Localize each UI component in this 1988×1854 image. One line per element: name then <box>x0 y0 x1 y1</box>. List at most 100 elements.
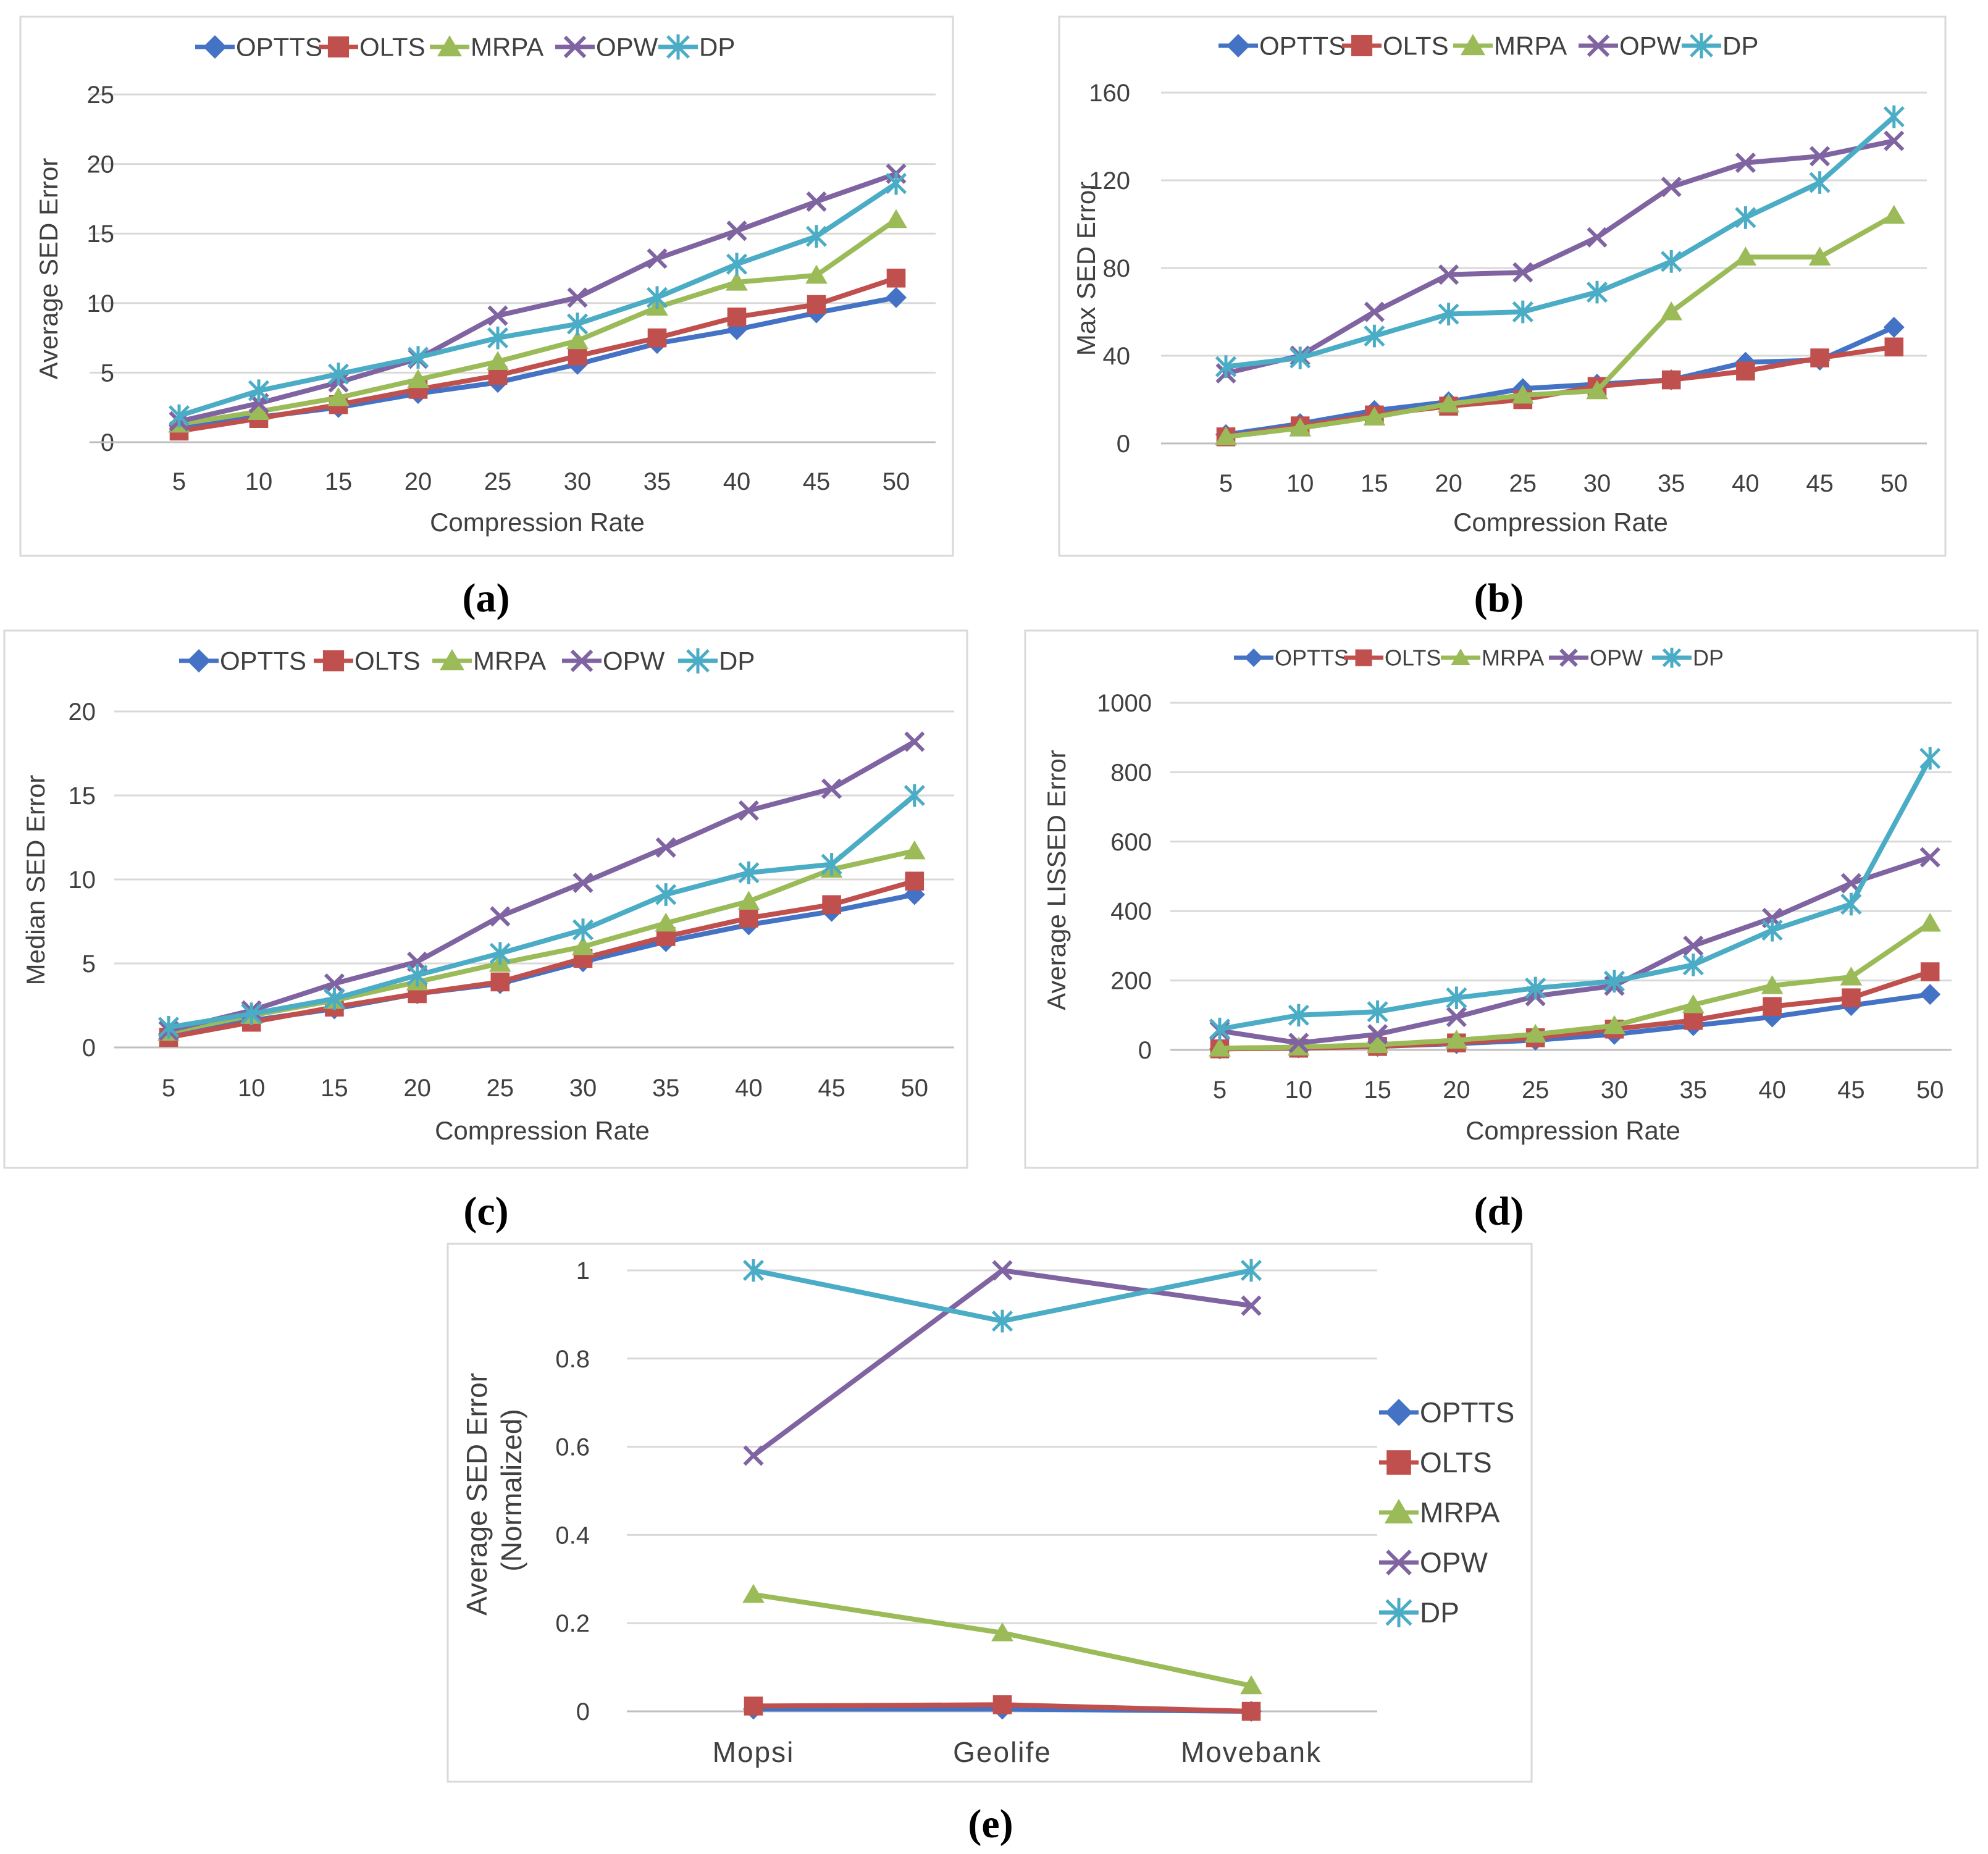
legend-item-opw: OPW <box>1549 645 1643 671</box>
data-point-opw <box>1512 262 1533 283</box>
data-point-olts <box>807 295 826 314</box>
x-tick-label: 30 <box>569 1075 597 1102</box>
legend-label: OPTTS <box>1420 1396 1514 1428</box>
legend-item-mrpa: MRPA <box>1379 1496 1500 1529</box>
data-point-dp <box>1840 892 1862 916</box>
x-tick-label: 15 <box>321 1075 348 1102</box>
legend-item-dp: DP <box>658 33 735 62</box>
x-tick-label: 15 <box>1364 1076 1391 1104</box>
legend-marker-olts <box>1386 1450 1411 1475</box>
data-point-dp <box>1215 355 1237 379</box>
data-point-mrpa <box>885 209 907 229</box>
y-tick-label: 20 <box>69 698 96 726</box>
data-point-mrpa <box>742 1583 765 1603</box>
x-tick-label: 10 <box>1286 470 1314 497</box>
x-tick-label: Geolife <box>953 1736 1052 1768</box>
panel-d-frame <box>1024 629 1979 1169</box>
series-line-opw <box>1219 855 1931 1046</box>
chart-panel-d: 0 200 400 600 800 1000 5 10 15 20 25 30 35 40 45 50 OPTT… <box>1024 629 1979 1169</box>
legend-item-opw: OPW <box>562 647 665 676</box>
data-point-olts <box>992 1695 1012 1714</box>
data-point-dp <box>327 363 350 386</box>
series-mrpa <box>1215 204 1905 445</box>
data-point-opw <box>490 906 511 927</box>
data-point-dp <box>572 918 594 941</box>
data-point-olts <box>1661 370 1681 390</box>
x-axis-title: Compression Rate <box>1453 508 1668 537</box>
data-point-mrpa <box>1660 301 1683 321</box>
legend-item-optts: OPTTS <box>1234 645 1349 671</box>
legend-item-olts: OLTS <box>314 647 421 676</box>
data-point-dp <box>742 1259 765 1282</box>
data-point-olts <box>739 908 758 928</box>
data-point-optts <box>886 287 907 308</box>
data-point-opw <box>324 973 345 994</box>
data-point-mrpa <box>1808 246 1831 266</box>
data-point-dp <box>157 1016 180 1039</box>
data-point-opw <box>738 800 759 821</box>
data-point-opw <box>1661 177 1682 198</box>
data-point-opw <box>1810 146 1831 167</box>
data-point-dp <box>1586 280 1608 304</box>
series-dp <box>1215 105 1905 379</box>
legend-item-optts: OPTTS <box>1379 1396 1514 1428</box>
legend-item-mrpa: MRPA <box>430 33 543 62</box>
x-tick-label: 35 <box>652 1075 680 1102</box>
legend-item-mrpa: MRPA <box>1441 645 1544 671</box>
data-point-dp <box>1661 250 1682 273</box>
data-point-olts <box>744 1697 763 1716</box>
y-tick-label: 1000 <box>1097 690 1152 717</box>
y-axis-title: Average SED Error <box>34 158 63 380</box>
series-line-olts <box>168 878 915 1040</box>
data-point-olts <box>647 328 667 348</box>
legend-marker-dp <box>666 34 690 60</box>
data-point-dp <box>1603 970 1625 993</box>
data-point-mrpa <box>903 840 926 860</box>
data-point-mrpa <box>1363 406 1386 426</box>
data-point-opw <box>572 872 593 894</box>
legend-item-olts: OLTS <box>1379 1446 1492 1479</box>
y-tick-label: 15 <box>69 782 96 810</box>
data-point-opw <box>1241 1295 1262 1316</box>
series-opw <box>743 1260 1262 1466</box>
series-line-mrpa <box>1219 921 1932 1051</box>
y-axis-title: Median SED Error <box>21 775 50 986</box>
x-tick-label: 40 <box>723 468 751 495</box>
legend-item-dp: DP <box>1379 1596 1459 1629</box>
data-point-dp <box>1919 747 1941 770</box>
data-point-dp <box>885 172 907 195</box>
data-point-opw <box>806 191 827 212</box>
data-point-dp <box>1883 105 1905 128</box>
data-point-dp <box>489 942 511 965</box>
x-tick-label: 25 <box>1509 470 1537 497</box>
data-point-mrpa <box>1445 1030 1468 1049</box>
data-point-dp <box>726 253 748 276</box>
data-point-dp <box>1809 171 1831 194</box>
caption-c: (c) <box>463 1189 508 1234</box>
data-point-dp <box>991 1309 1013 1333</box>
y-tick-label: 20 <box>87 151 115 178</box>
series-line-olts <box>178 275 897 434</box>
legend-marker-dp <box>1385 1598 1412 1627</box>
data-point-dp <box>248 379 270 403</box>
series-opw <box>158 731 925 1041</box>
legend-marker-optts <box>203 35 227 59</box>
legend-marker-opw <box>570 649 593 673</box>
data-point-opw <box>1683 935 1704 956</box>
y-tick-label: 40 <box>1103 343 1131 370</box>
data-point-opw <box>1364 301 1385 322</box>
data-point-opw <box>904 731 925 752</box>
legend-item-opw: OPW <box>1579 31 1682 61</box>
series-dp <box>157 784 925 1039</box>
y-tick-label: 0 <box>576 1698 590 1726</box>
x-tick-label: 50 <box>901 1075 929 1102</box>
y-axis-title-line-2: (Normalized) <box>495 1409 527 1571</box>
series-opw <box>1215 130 1905 384</box>
x-tick-label: 20 <box>1435 470 1462 497</box>
legend-item-dp: DP <box>1652 645 1724 671</box>
x-tick-label: 30 <box>1601 1076 1629 1104</box>
data-point-mrpa <box>1682 994 1705 1013</box>
data-point-dp <box>738 861 760 884</box>
legend-label: DP <box>1722 31 1758 61</box>
legend-item-optts: OPTTS <box>195 33 322 62</box>
